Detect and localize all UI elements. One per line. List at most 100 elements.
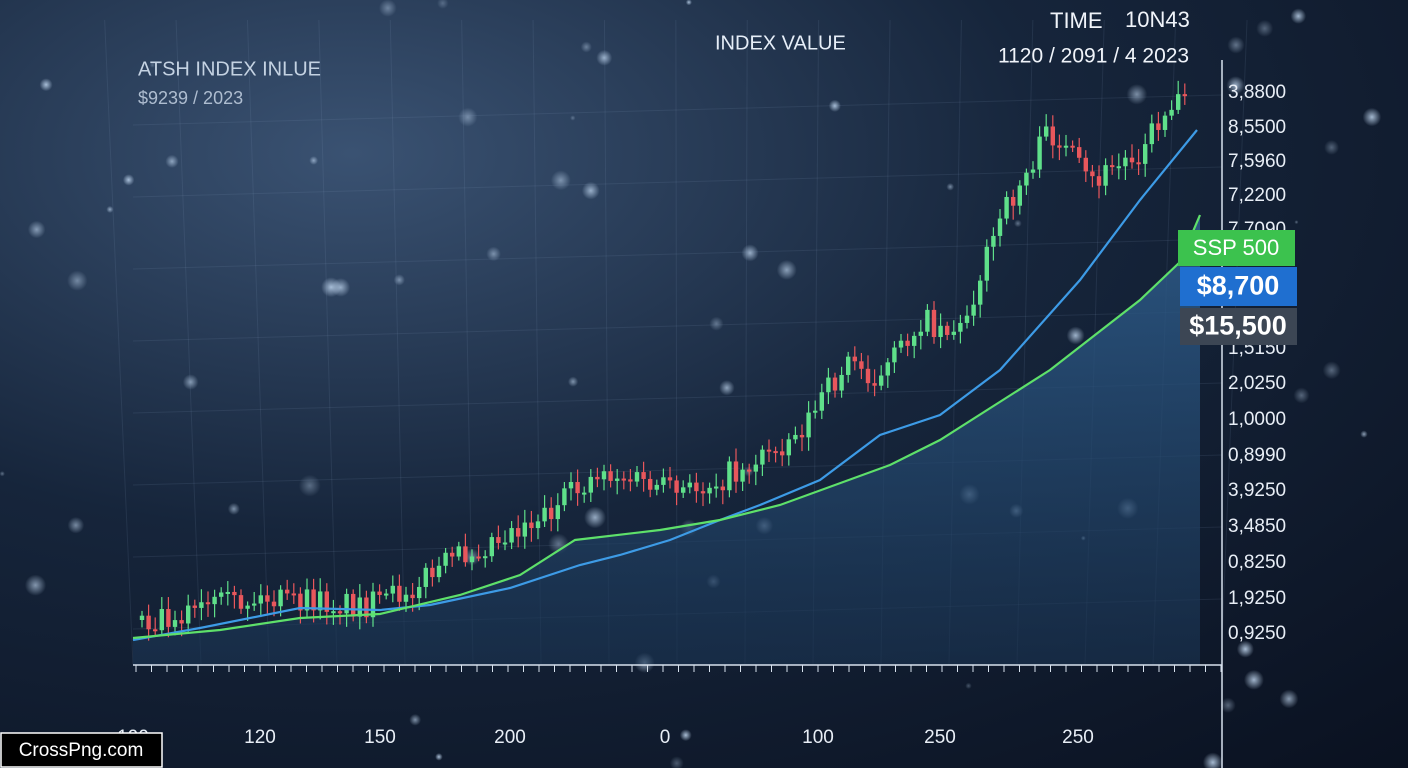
candle-body [456, 546, 461, 557]
bokeh-dot [149, 62, 156, 68]
time-code: 10N43 [1125, 7, 1190, 32]
candle-body [344, 593, 349, 614]
badges: SSP 500 $8,700 $15,500 [1178, 230, 1297, 345]
badge-label: SSP 500 [1193, 235, 1279, 260]
candle-body [258, 595, 263, 604]
candle-body [298, 593, 303, 611]
bokeh-dot [458, 107, 478, 127]
candle-body [621, 478, 626, 481]
bokeh-dot [1066, 326, 1085, 345]
candle-body [410, 594, 415, 599]
candle-body [469, 556, 475, 563]
plot [132, 80, 1202, 665]
candle-body [562, 488, 567, 506]
bokeh-dot [1226, 76, 1245, 95]
candle-body [1182, 94, 1187, 97]
y-tick-label: 7,5960 [1228, 151, 1286, 172]
candle-body [879, 375, 884, 386]
candle-body [159, 609, 164, 631]
candle-body [747, 469, 752, 472]
candle-body [192, 605, 197, 608]
time-date: 1120 / 2091 / 4 2023 [998, 45, 1189, 68]
candle-body [199, 602, 204, 608]
bokeh-dot [106, 205, 114, 213]
bokeh-dot [570, 115, 576, 121]
bokeh-dot [27, 220, 46, 239]
bokeh-dot [67, 270, 88, 291]
badge-label: $15,500 [1189, 311, 1287, 341]
candle-body [377, 591, 382, 595]
candle-body [384, 593, 389, 596]
bokeh-dot [409, 713, 422, 726]
candle-body [733, 461, 739, 482]
bokeh-dot [486, 246, 501, 262]
candle-body [318, 591, 323, 611]
grid-line [132, 238, 1223, 270]
candle-body [991, 235, 996, 247]
badge [1180, 308, 1297, 345]
candle-body [351, 593, 356, 617]
candle-body [958, 322, 963, 332]
blue-line [132, 129, 1198, 642]
candle-body [819, 392, 824, 411]
bokeh-dot [580, 41, 592, 53]
bokeh-dot [1256, 19, 1274, 37]
bokeh-dot [165, 154, 179, 168]
candle-body [601, 471, 607, 480]
green-line [132, 214, 1202, 640]
y-tick-label: 7,2200 [1228, 185, 1286, 206]
candle-body [799, 434, 805, 438]
candle-body [694, 482, 699, 492]
candle-body [212, 596, 217, 605]
y-tick-label: 8,5500 [1228, 117, 1286, 138]
bokeh-dot [1227, 36, 1245, 54]
candle-body [1077, 147, 1082, 158]
badge [1180, 267, 1297, 306]
candle-body [430, 567, 435, 578]
candle-body [971, 304, 976, 316]
candle-body [1004, 196, 1009, 219]
bokeh-dot [584, 506, 606, 529]
x-tick-label: 250 [924, 727, 956, 748]
candle-body [1116, 166, 1121, 169]
bokeh-dot [1360, 430, 1368, 438]
candle-body [918, 331, 923, 336]
candle-body [964, 315, 970, 323]
bokeh-dot [39, 78, 53, 92]
candle-body [179, 620, 184, 624]
candle-body [793, 434, 798, 440]
candle-body [516, 528, 521, 537]
candle-body [898, 340, 904, 348]
candle-body [496, 537, 501, 543]
bokeh-dot [1294, 220, 1299, 225]
candle-body [238, 595, 244, 609]
candle-body [839, 374, 844, 391]
subtitle: $9239 / 2023 [138, 88, 243, 108]
candle-body [720, 486, 725, 491]
bokeh-dot [567, 376, 579, 387]
center-label: INDEX VALUE [715, 32, 846, 54]
grid-line [318, 19, 338, 666]
candle-body [780, 451, 785, 456]
candle-body [687, 482, 692, 488]
candle-body [324, 591, 329, 612]
candle-body [535, 521, 541, 529]
candle-body [568, 482, 574, 489]
candle-body [1156, 123, 1161, 130]
bokeh-dot [298, 474, 321, 497]
candle-body [661, 477, 666, 485]
candle-body [489, 537, 494, 557]
candle-body [403, 594, 409, 602]
candle-body [1123, 157, 1128, 167]
candle-body [1143, 144, 1148, 164]
candle-body [555, 505, 560, 520]
candle-body [905, 340, 910, 346]
candle-body [278, 589, 283, 607]
x-tick-label: 0 [660, 727, 671, 748]
bokeh-dot [828, 99, 841, 112]
candle-body [509, 528, 514, 543]
candle-body [463, 546, 468, 563]
grid-line [132, 310, 1223, 342]
candle-body [595, 476, 600, 480]
